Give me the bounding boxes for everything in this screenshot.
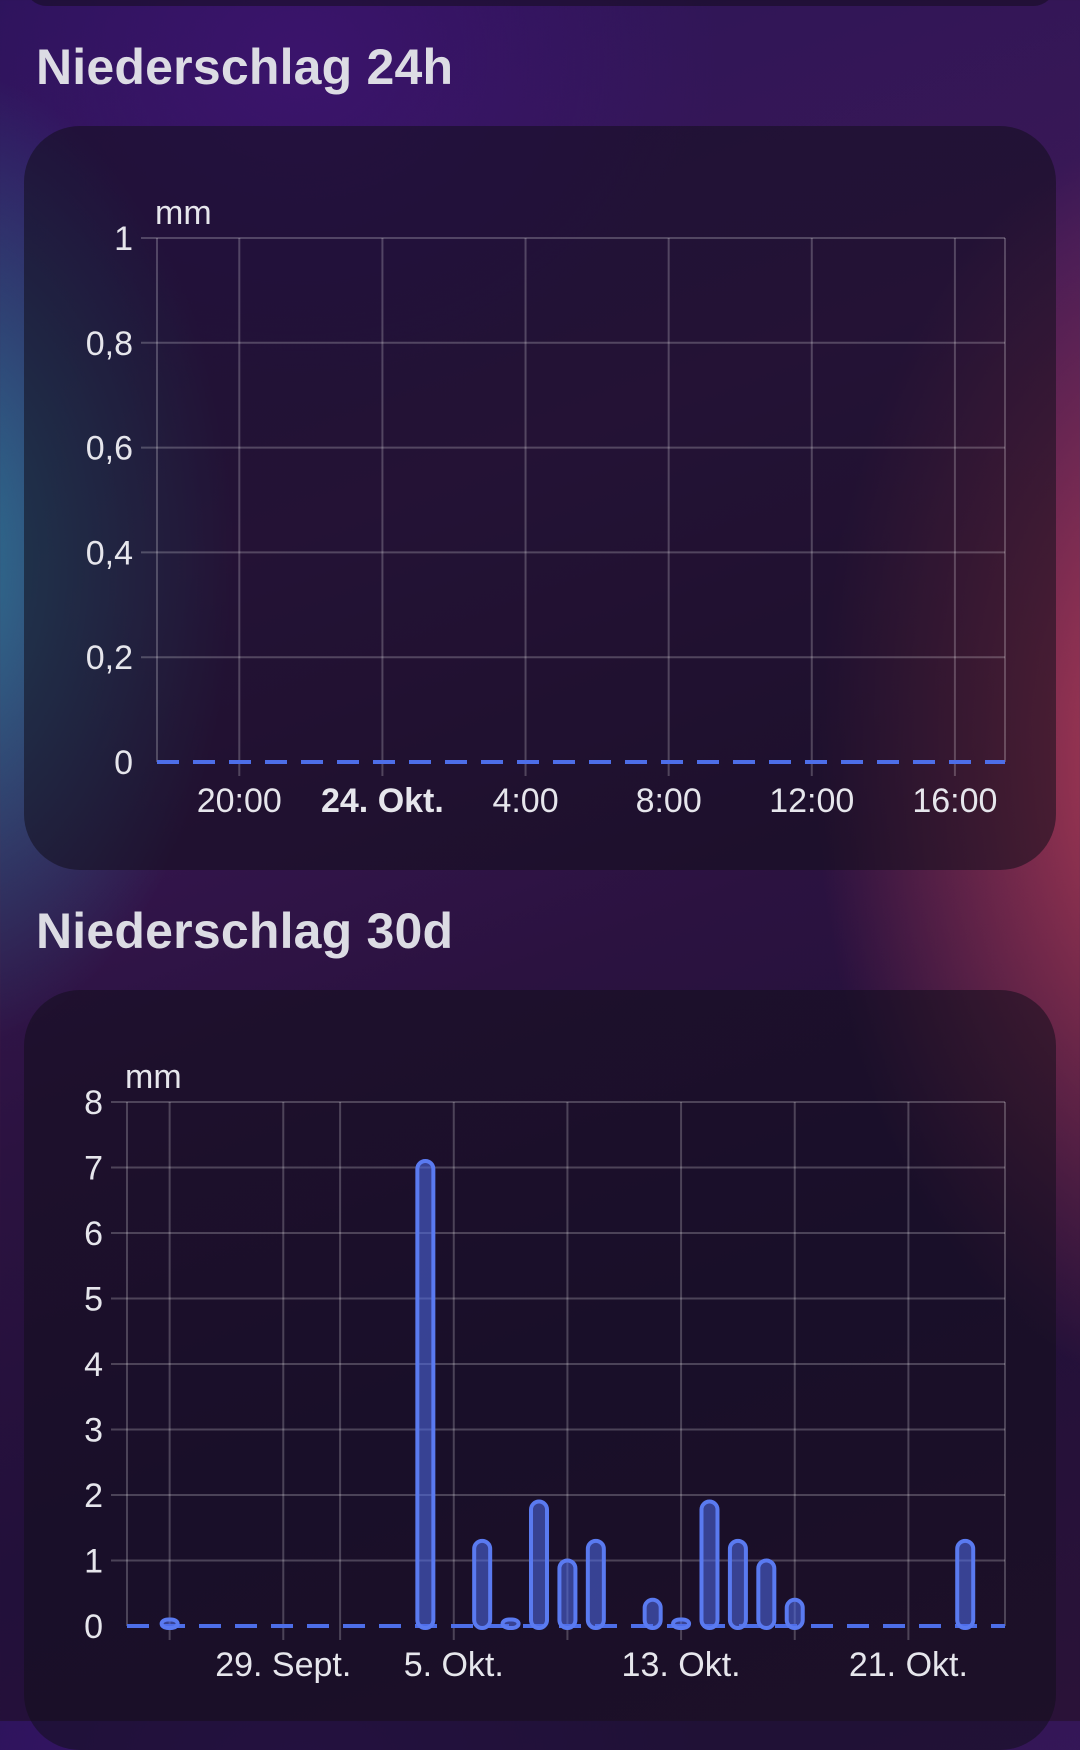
- precip-bar: [472, 1538, 493, 1630]
- precip-bar: [699, 1499, 720, 1630]
- y-tick-label: 1: [84, 1543, 103, 1581]
- y-tick-label: 0,6: [86, 430, 133, 468]
- y-tick-label: 5: [84, 1281, 103, 1319]
- previous-card-edge: [24, 0, 1056, 6]
- section-title-24h: Niederschlag 24h: [36, 39, 454, 95]
- precip-bar: [500, 1617, 521, 1631]
- precip-bar: [159, 1617, 180, 1631]
- y-tick-label: 1: [114, 220, 133, 258]
- x-tick-label: 12:00: [769, 782, 854, 820]
- y-tick-label: 3: [84, 1412, 103, 1450]
- y-tick-label: 0: [114, 744, 133, 782]
- y-axis-unit: mm: [155, 194, 212, 232]
- y-tick-label: 8: [84, 1084, 103, 1122]
- y-tick-label: 4: [84, 1346, 103, 1384]
- card-precip-24h[interactable]: 0 0,2 0,4 0,6 0,8 1 20:00 24. Okt. 4:00 8:00 12:00…: [24, 126, 1056, 870]
- y-tick-label: 6: [84, 1215, 103, 1253]
- y-tick-label: 0,2: [86, 639, 133, 677]
- precip-bar: [529, 1499, 550, 1630]
- precip-bar: [642, 1597, 663, 1630]
- x-tick-label: 8:00: [636, 782, 702, 820]
- precip-bar: [585, 1538, 606, 1630]
- x-tick-label: 21. Okt.: [849, 1646, 968, 1684]
- precip-bar: [557, 1558, 578, 1630]
- x-tick-label: 5. Okt.: [404, 1646, 504, 1684]
- y-tick-label: 0: [84, 1608, 103, 1646]
- x-tick-label: 4:00: [492, 782, 558, 820]
- card-precip-30d[interactable]: 0 1 2 3 4 5 6 7 8 29. Sept. 5. Okt. 13. Okt. 21. Okt…: [24, 990, 1056, 1750]
- x-tick-label: 16:00: [912, 782, 997, 820]
- x-tick-label: 29. Sept.: [215, 1646, 351, 1684]
- precip-bar: [415, 1158, 436, 1630]
- y-tick-label: 0,8: [86, 325, 133, 363]
- y-tick-label: 2: [84, 1477, 103, 1515]
- chart-precip-24h: 0 0,2 0,4 0,6 0,8 1 20:00 24. Okt. 4:00 8:00 12:00…: [86, 194, 1006, 820]
- precip-bar: [671, 1617, 692, 1631]
- y-tick-label: 0,4: [86, 534, 133, 572]
- x-tick-label: 13. Okt.: [622, 1646, 741, 1684]
- precip-bar: [955, 1538, 976, 1630]
- x-tick-label: 20:00: [197, 782, 282, 820]
- precip-bar: [784, 1597, 805, 1630]
- chart-precip-30d: 0 1 2 3 4 5 6 7 8 29. Sept. 5. Okt. 13. Okt. 21. Okt…: [84, 1058, 1006, 1684]
- y-axis-unit: mm: [125, 1058, 182, 1096]
- x-tick-label: 24. Okt.: [321, 782, 444, 820]
- precip-bar: [727, 1538, 748, 1630]
- section-title-30d: Niederschlag 30d: [36, 903, 454, 959]
- y-tick-label: 7: [84, 1150, 103, 1188]
- precip-bar: [756, 1558, 777, 1630]
